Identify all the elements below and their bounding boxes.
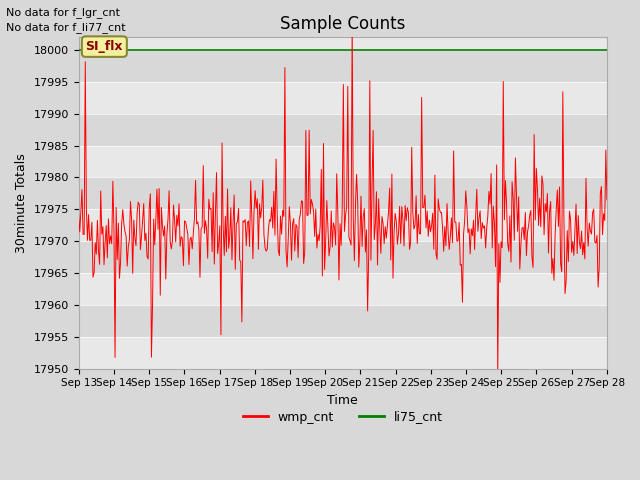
Bar xyxy=(79,114,607,145)
Text: No data for f_lgr_cnt: No data for f_lgr_cnt xyxy=(6,7,120,18)
Bar xyxy=(79,50,607,82)
Title: Sample Counts: Sample Counts xyxy=(280,15,406,33)
Bar xyxy=(79,178,607,209)
Legend: wmp_cnt, li75_cnt: wmp_cnt, li75_cnt xyxy=(237,406,448,429)
Bar xyxy=(79,82,607,114)
X-axis label: Time: Time xyxy=(328,394,358,407)
Bar xyxy=(79,273,607,305)
Bar xyxy=(79,209,607,241)
Text: SI_flx: SI_flx xyxy=(86,40,123,53)
Bar xyxy=(79,241,607,273)
Y-axis label: 30minute Totals: 30minute Totals xyxy=(15,153,28,253)
Bar xyxy=(79,336,607,369)
Text: No data for f_li77_cnt: No data for f_li77_cnt xyxy=(6,22,126,33)
Bar xyxy=(79,145,607,178)
Bar xyxy=(79,305,607,336)
